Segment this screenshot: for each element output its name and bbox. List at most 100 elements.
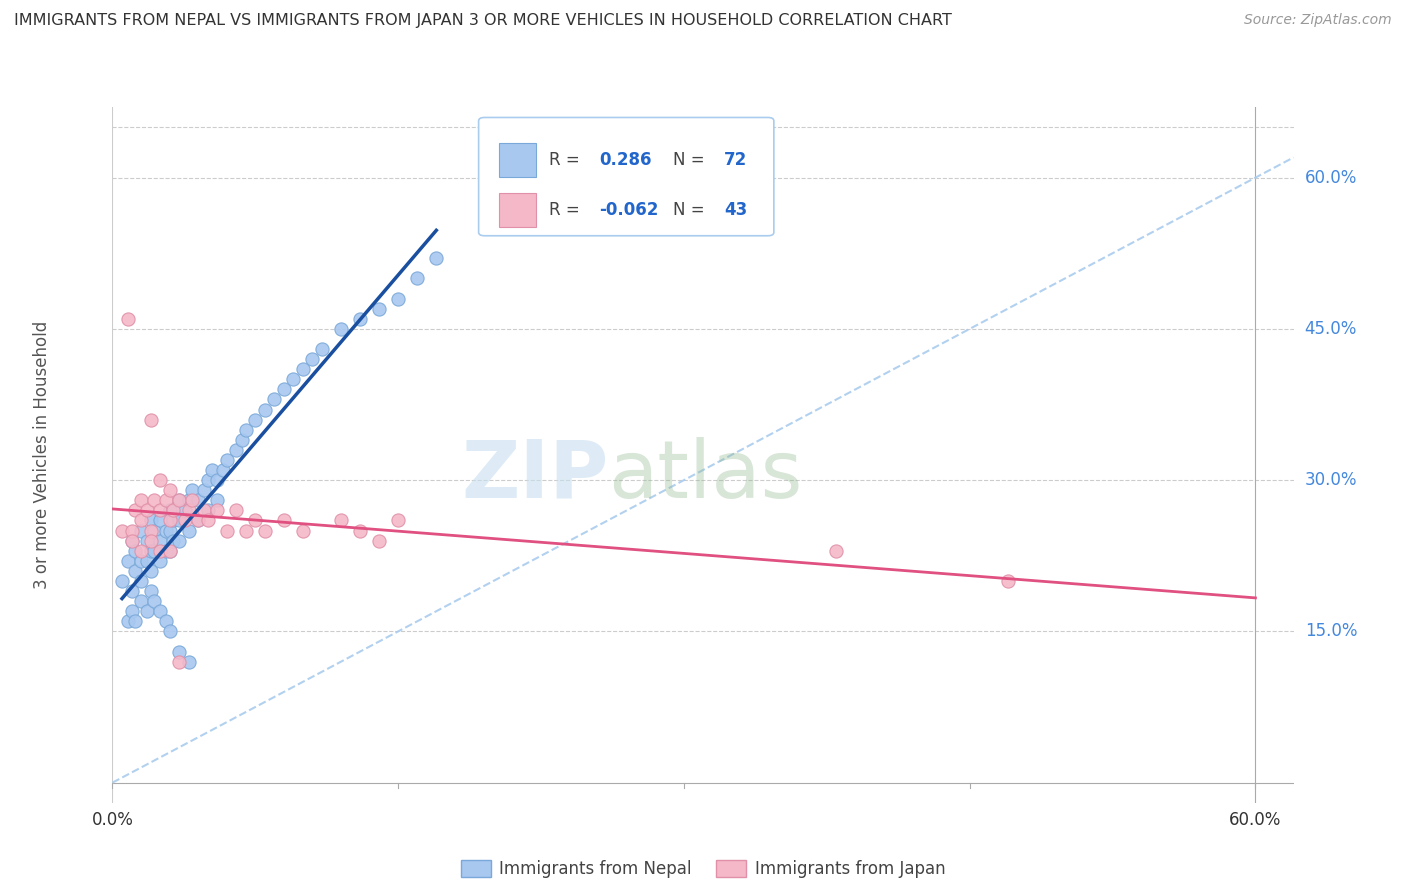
Point <box>129 574 152 588</box>
Text: N =: N = <box>673 151 704 169</box>
Point <box>135 554 157 568</box>
Text: 30.0%: 30.0% <box>1305 471 1357 489</box>
Point <box>139 533 162 548</box>
Text: 0.0%: 0.0% <box>91 811 134 829</box>
Point <box>167 655 190 669</box>
Legend: Immigrants from Nepal, Immigrants from Japan: Immigrants from Nepal, Immigrants from J… <box>454 854 952 885</box>
Point <box>121 524 143 538</box>
Point <box>121 533 143 548</box>
Text: R =: R = <box>550 201 581 219</box>
Point <box>177 503 200 517</box>
FancyBboxPatch shape <box>478 118 773 235</box>
Text: N =: N = <box>673 201 704 219</box>
Point <box>197 503 219 517</box>
Point <box>245 513 267 527</box>
Point <box>177 493 200 508</box>
Point <box>253 524 276 538</box>
FancyBboxPatch shape <box>499 143 537 178</box>
Point <box>159 543 181 558</box>
Text: Source: ZipAtlas.com: Source: ZipAtlas.com <box>1244 13 1392 28</box>
Point <box>207 473 229 487</box>
Text: 15.0%: 15.0% <box>1305 623 1357 640</box>
Point <box>200 463 222 477</box>
Point <box>207 503 229 517</box>
Point <box>162 513 184 527</box>
Point <box>143 543 166 558</box>
Point <box>349 311 371 326</box>
Text: IMMIGRANTS FROM NEPAL VS IMMIGRANTS FROM JAPAN 3 OR MORE VEHICLES IN HOUSEHOLD C: IMMIGRANTS FROM NEPAL VS IMMIGRANTS FROM… <box>14 13 952 29</box>
Point <box>273 383 295 397</box>
Point <box>301 352 323 367</box>
Point <box>117 311 139 326</box>
Point <box>235 423 257 437</box>
Point <box>149 503 172 517</box>
Point <box>129 524 152 538</box>
Point <box>111 574 134 588</box>
Point <box>167 644 190 658</box>
Point <box>155 493 177 508</box>
Point <box>167 493 190 508</box>
Point <box>121 533 143 548</box>
Point <box>111 524 134 538</box>
Point <box>159 483 181 498</box>
Point <box>212 463 235 477</box>
Point <box>124 543 146 558</box>
Point <box>159 543 181 558</box>
Point <box>155 615 177 629</box>
Point <box>368 301 391 316</box>
Text: 60.0%: 60.0% <box>1229 811 1282 829</box>
Point <box>197 473 219 487</box>
Point <box>231 433 253 447</box>
Point <box>283 372 305 386</box>
Point <box>143 594 166 608</box>
Point <box>225 503 247 517</box>
FancyBboxPatch shape <box>499 193 537 227</box>
Point <box>117 554 139 568</box>
Point <box>155 524 177 538</box>
Point <box>193 503 215 517</box>
Point <box>197 513 219 527</box>
Point <box>149 554 172 568</box>
Point <box>129 493 152 508</box>
Point <box>273 513 295 527</box>
Point <box>149 513 172 527</box>
Point <box>368 533 391 548</box>
Text: 72: 72 <box>724 151 748 169</box>
Point <box>825 543 848 558</box>
Text: 43: 43 <box>724 201 748 219</box>
Point <box>121 584 143 599</box>
Point <box>139 513 162 527</box>
Text: 3 or more Vehicles in Household: 3 or more Vehicles in Household <box>32 321 51 589</box>
Point <box>997 574 1019 588</box>
Point <box>135 503 157 517</box>
Point <box>135 604 157 618</box>
Point <box>311 342 333 356</box>
Point <box>124 564 146 578</box>
Point <box>149 543 172 558</box>
Point <box>181 493 204 508</box>
Point <box>330 322 353 336</box>
Point <box>139 524 162 538</box>
Point <box>149 473 172 487</box>
Point <box>235 524 257 538</box>
Point <box>177 655 200 669</box>
Text: 0.286: 0.286 <box>599 151 651 169</box>
Point <box>135 533 157 548</box>
Point <box>167 533 190 548</box>
Point <box>139 543 162 558</box>
Text: R =: R = <box>550 151 581 169</box>
Point <box>139 584 162 599</box>
Point <box>330 513 353 527</box>
Point <box>173 503 195 517</box>
Point <box>263 392 285 407</box>
Text: 45.0%: 45.0% <box>1305 320 1357 338</box>
Point <box>143 493 166 508</box>
Point <box>167 493 190 508</box>
Point <box>173 513 195 527</box>
Point <box>121 604 143 618</box>
Point <box>225 442 247 457</box>
Point <box>129 594 152 608</box>
Text: atlas: atlas <box>609 437 803 515</box>
Point <box>129 513 152 527</box>
Point <box>143 524 166 538</box>
